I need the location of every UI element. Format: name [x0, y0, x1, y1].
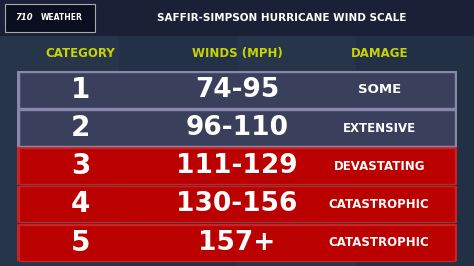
Text: 1: 1 — [71, 76, 90, 104]
Bar — [17, 71, 457, 109]
Bar — [17, 147, 457, 185]
Text: DAMAGE: DAMAGE — [350, 47, 408, 60]
Text: 5: 5 — [71, 229, 91, 257]
Text: 96-110: 96-110 — [185, 115, 289, 141]
Bar — [356, 0, 474, 266]
Bar — [19, 72, 455, 108]
Bar — [0, 0, 474, 36]
Text: 157+: 157+ — [199, 230, 275, 256]
Text: SOME: SOME — [357, 83, 401, 96]
Bar — [19, 186, 455, 222]
Text: 74-95: 74-95 — [195, 77, 279, 103]
Text: EXTENSIVE: EXTENSIVE — [343, 122, 416, 135]
Bar — [17, 109, 457, 147]
Bar — [118, 0, 237, 266]
Text: WINDS (MPH): WINDS (MPH) — [191, 47, 283, 60]
Text: 111-129: 111-129 — [176, 153, 298, 179]
Text: DEVASTATING: DEVASTATING — [333, 160, 425, 173]
Text: CATASTROPHIC: CATASTROPHIC — [329, 198, 429, 211]
Text: 130-156: 130-156 — [176, 192, 298, 217]
Bar — [17, 224, 457, 261]
Text: 710: 710 — [15, 14, 33, 22]
Bar — [19, 148, 455, 184]
Text: 2: 2 — [71, 114, 90, 142]
Bar — [19, 225, 455, 261]
Bar — [19, 110, 455, 146]
Text: CATASTROPHIC: CATASTROPHIC — [329, 236, 429, 249]
Bar — [0, 0, 118, 266]
Text: 4: 4 — [71, 190, 90, 218]
Bar — [5, 4, 95, 32]
Text: 3: 3 — [71, 152, 90, 180]
Bar — [237, 0, 356, 266]
Text: SAFFIR-SIMPSON HURRICANE WIND SCALE: SAFFIR-SIMPSON HURRICANE WIND SCALE — [157, 13, 407, 23]
Bar — [17, 186, 457, 223]
Text: WEATHER: WEATHER — [41, 14, 82, 22]
Text: CATEGORY: CATEGORY — [46, 47, 116, 60]
